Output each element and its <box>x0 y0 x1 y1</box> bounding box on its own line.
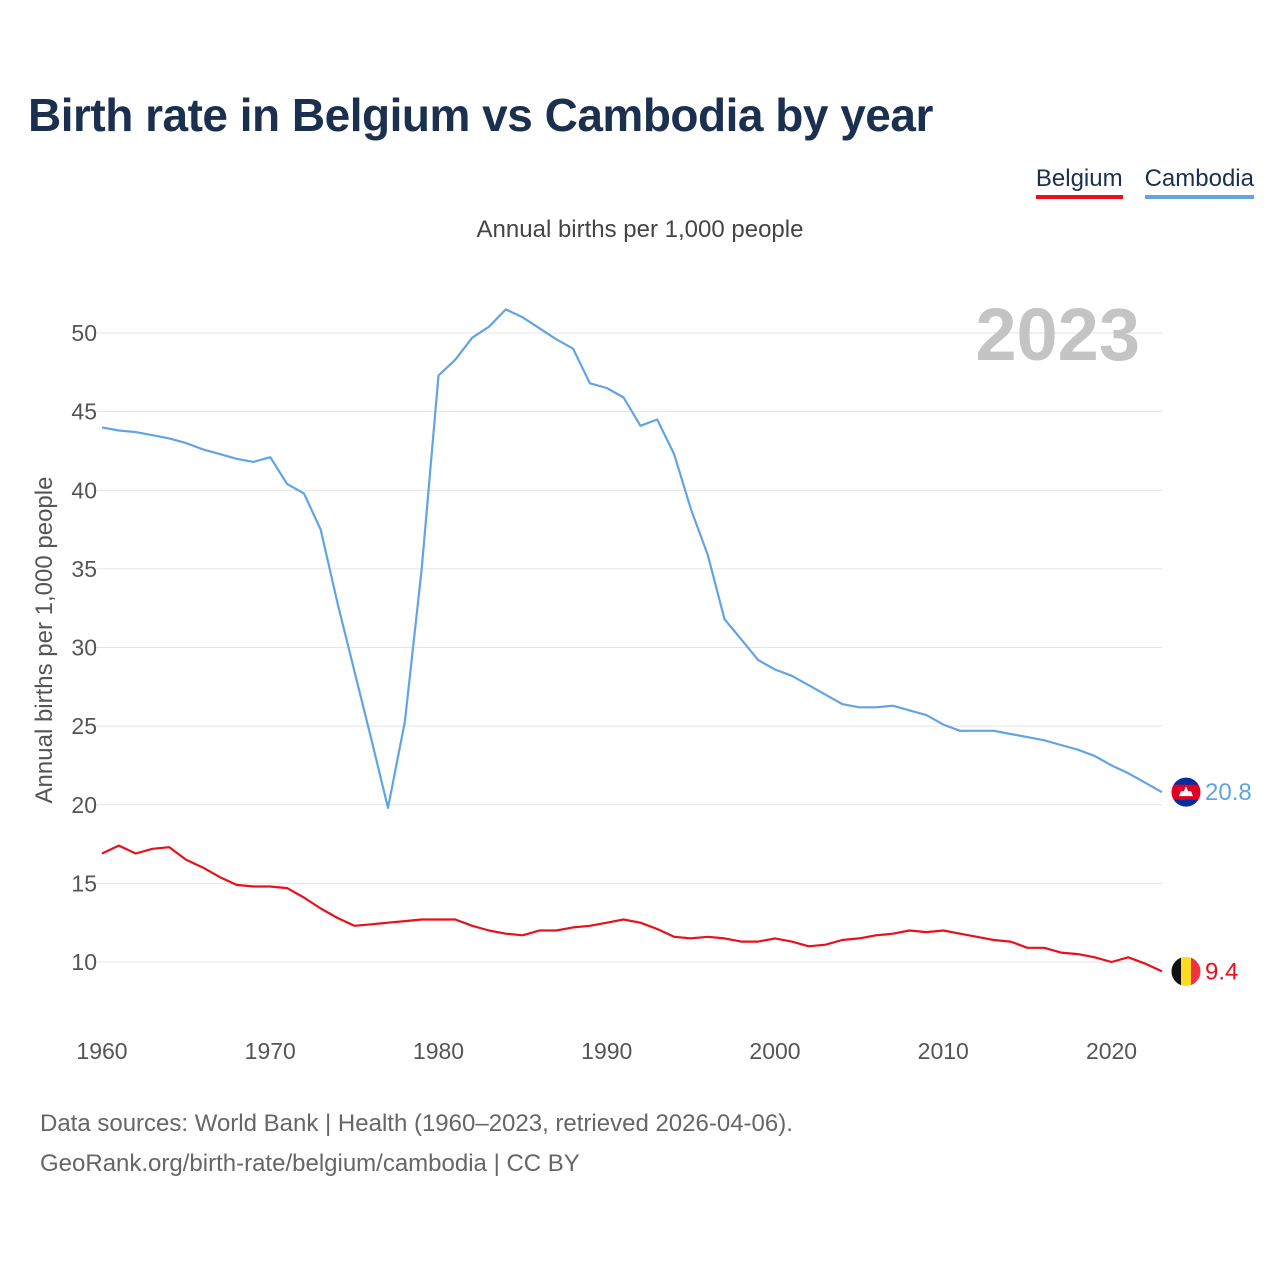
series-end-markers: 9.4 20.8 <box>1170 776 1252 987</box>
x-axis-ticks: 1960 1970 1980 1990 2000 2010 2020 <box>76 1038 1137 1064</box>
y-tick-label-50: 50 <box>71 320 97 346</box>
x-tick-label-1990: 1990 <box>581 1038 632 1064</box>
x-tick-label-2020: 2020 <box>1086 1038 1137 1064</box>
x-tick-label-1960: 1960 <box>76 1038 127 1064</box>
series-line-cambodia[interactable] <box>101 308 1163 810</box>
grid-lines <box>96 332 1162 963</box>
legend-item-belgium[interactable]: Belgium <box>1035 165 1123 199</box>
y-tick-label-40: 40 <box>71 477 97 503</box>
footer-sources: Data sources: World Bank | Health (1960–… <box>40 1110 793 1137</box>
y-tick-label-20: 20 <box>71 792 97 818</box>
legend: Belgium Cambodia <box>1035 165 1254 199</box>
x-tick-label-2010: 2010 <box>918 1038 969 1064</box>
y-tick-label-15: 15 <box>71 870 97 896</box>
end-value-label-belgium: 9.4 <box>1205 958 1238 985</box>
x-tick-label-1980: 1980 <box>413 1038 464 1064</box>
x-tick-label-1970: 1970 <box>245 1038 296 1064</box>
y-tick-label-45: 45 <box>71 399 97 425</box>
y-tick-label-35: 35 <box>71 556 97 582</box>
y-axis-ticks: 10 15 20 25 30 35 40 45 50 <box>71 320 97 975</box>
cambodia-flag-icon <box>1170 776 1202 808</box>
legend-item-cambodia[interactable]: Cambodia <box>1144 165 1254 199</box>
end-value-label-cambodia: 20.8 <box>1205 779 1252 806</box>
footer: Data sources: World Bank | Health (1960–… <box>40 1104 793 1184</box>
chart-subtitle: Annual births per 1,000 people <box>476 216 804 243</box>
current-year-label: 2023 <box>975 293 1140 376</box>
line-chart: 10 15 20 25 30 35 40 45 50 1960 1970 1980 1990 2000 2… <box>31 293 1252 1064</box>
y-tick-label-25: 25 <box>71 713 97 739</box>
chart-title: Birth rate in Belgium vs Cambodia by yea… <box>28 89 933 141</box>
y-axis-label: Annual births per 1,000 people <box>31 477 58 804</box>
footer-link[interactable]: GeoRank.org/birth-rate/belgium/cambodia … <box>40 1150 580 1177</box>
y-tick-label-10: 10 <box>71 949 97 975</box>
belgium-flag-icon <box>1170 955 1202 987</box>
x-tick-label-2000: 2000 <box>749 1038 800 1064</box>
series-line-belgium[interactable] <box>101 844 1163 973</box>
series-lines <box>101 308 1163 973</box>
y-tick-label-30: 30 <box>71 635 97 661</box>
